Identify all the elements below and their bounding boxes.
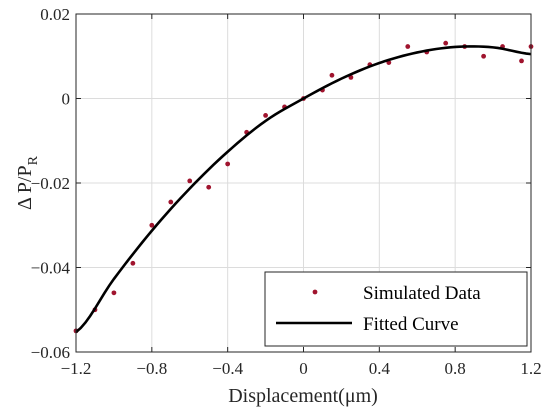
y-tick-label: −0.06: [31, 343, 70, 362]
data-point: [206, 184, 212, 190]
data-point: [149, 222, 155, 228]
data-point: [225, 161, 231, 167]
y-tick-label: −0.02: [31, 174, 70, 193]
data-point: [519, 58, 524, 64]
y-axis-label: Δ P/PR: [14, 155, 41, 210]
y-tick-label: 0: [62, 90, 71, 109]
x-tick-label: −0.8: [136, 359, 167, 378]
x-axis-label: Displacement(μm): [228, 385, 378, 407]
data-point: [443, 40, 449, 46]
data-point: [130, 260, 136, 266]
data-point: [405, 44, 411, 49]
x-tick-label: 0: [299, 359, 308, 378]
legend-marker-simulated: [312, 289, 318, 295]
data-point: [111, 290, 117, 296]
data-point: [187, 178, 193, 184]
legend-label-fitted: Fitted Curve: [363, 314, 459, 335]
x-tick-label: −0.4: [212, 359, 243, 378]
legend-box: [264, 271, 528, 347]
data-point: [263, 113, 268, 118]
legend-label-simulated: Simulated Data: [363, 283, 481, 304]
data-point: [168, 199, 174, 205]
data-point: [481, 53, 487, 59]
fitted-curve-line: [75, 45, 532, 334]
y-tick-label: 0.02: [40, 5, 70, 24]
data-point: [329, 72, 335, 78]
x-tick-labels: −1.2 −0.8 −0.4 0 0.4 0.8 1.2: [61, 359, 542, 378]
x-tick-label: 0.4: [369, 359, 391, 378]
x-tick-label: 0.8: [445, 359, 466, 378]
axis-ticks: [75, 13, 532, 353]
x-tick-label: −1.2: [61, 359, 92, 378]
legend: Simulated Data Fitted Curve: [264, 271, 528, 347]
y-tick-labels: −0.06 −0.04 −0.02 0 0.02: [31, 5, 71, 362]
x-tick-label: 1.2: [520, 359, 541, 378]
y-tick-label: −0.04: [31, 259, 71, 278]
